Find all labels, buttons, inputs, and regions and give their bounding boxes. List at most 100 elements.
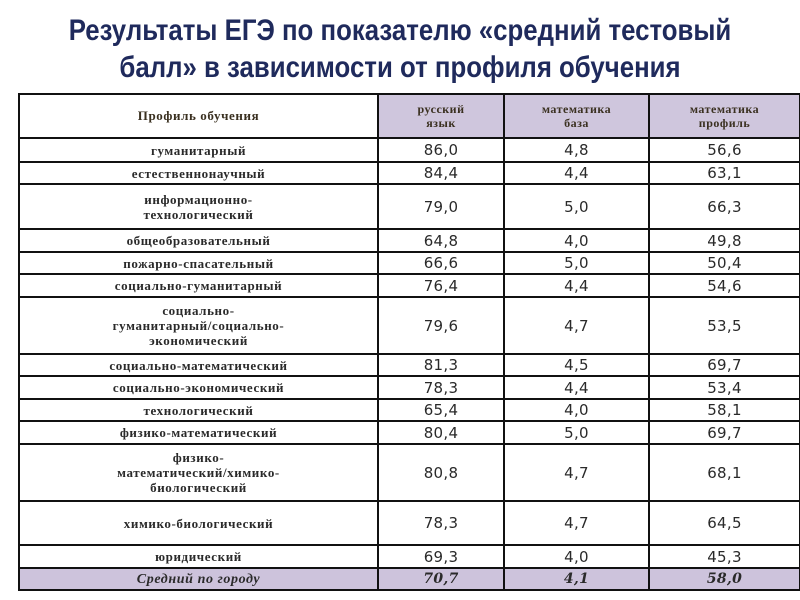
- table-row: пожарно-спасательный 66,6 5,0 50,4: [18, 251, 800, 275]
- profile-cell: социально-гуманитарный: [18, 273, 379, 298]
- profile-text: технологический: [143, 402, 254, 418]
- russian-score: 79,6: [377, 296, 505, 355]
- profile-text: химико-биологический: [123, 515, 274, 531]
- table-row: социально-гуманитарный 76,4 4,4 54,6: [18, 273, 800, 298]
- city-average-row: Средний по городу 70,7 4,1 58,0: [18, 567, 800, 591]
- russian-score: 64,8: [377, 228, 505, 253]
- russian-score: 80,8: [377, 443, 505, 502]
- profile-cell: информационно-технологический: [18, 183, 379, 230]
- profile-cell: физико-математический: [18, 420, 379, 445]
- math-profile-score: 69,7: [648, 353, 800, 377]
- profile-text: гуманитарный: [150, 142, 247, 158]
- math-profile-score: 69,7: [648, 420, 800, 445]
- profile-cell: пожарно-спасательный: [18, 251, 379, 275]
- table-row: социально-математический 81,3 4,5 69,7: [18, 353, 800, 377]
- profile-text: биологический: [150, 480, 247, 495]
- table-header-row: Профиль обучения русский язык математика б…: [18, 93, 800, 139]
- math-profile-score: 53,5: [648, 296, 800, 355]
- russian-score: 80,4: [377, 420, 505, 445]
- title-line-2: балл» в зависимости от профиля обучения: [119, 51, 681, 84]
- math-profile-score: 56,6: [648, 137, 800, 163]
- profile-cell: технологический: [18, 398, 379, 422]
- math-base-score: 4,4: [503, 161, 650, 185]
- table-row: физико-математический/химико-биологическ…: [18, 443, 800, 502]
- math-profile-score: 54,6: [648, 273, 800, 298]
- russian-score: 69,3: [377, 544, 505, 569]
- profile-text: физико-математический: [119, 425, 278, 440]
- header-math-profile: математика профиль: [648, 93, 800, 139]
- page-title: Результаты ЕГЭ по показателю «средний те…: [56, 12, 744, 86]
- math-base-score: 5,0: [503, 251, 650, 275]
- table-row: гуманитарный 86,0 4,8 56,6: [18, 137, 800, 163]
- math-base-score: 4,0: [503, 398, 650, 422]
- russian-score: 84,4: [377, 161, 505, 185]
- math-profile-score: 64,5: [648, 500, 800, 546]
- math-profile-score: 45,3: [648, 544, 800, 569]
- math-base-score: 5,0: [503, 420, 650, 445]
- math-base-score: 4,0: [503, 228, 650, 253]
- math-base-score: 4,0: [503, 544, 650, 569]
- profile-cell: социально-экономический: [18, 375, 379, 400]
- profile-text: социально-гуманитарный: [114, 278, 283, 293]
- profile-text: социально-: [162, 303, 235, 318]
- russian-score: 78,3: [377, 500, 505, 546]
- math-profile-score: 58,1: [648, 398, 800, 422]
- russian-score: 86,0: [377, 137, 505, 163]
- table-row: информационно-технологический 79,0 5,0 66,3: [18, 183, 800, 230]
- russian-score: 81,3: [377, 353, 505, 377]
- profile-cell: социально-гуманитарный/социально-экономи…: [18, 296, 379, 355]
- profile-text: социально-экономический: [112, 380, 285, 395]
- table-row: общеобразовательный 64,8 4,0 49,8: [18, 228, 800, 253]
- profile-text: естественнонаучный: [131, 165, 266, 181]
- profile-cell: общеобразовательный: [18, 228, 379, 253]
- russian-score: 76,4: [377, 273, 505, 298]
- math-base-score: 4,7: [503, 296, 650, 355]
- math-base-score: 4,7: [503, 443, 650, 502]
- profile-cell: юридический: [18, 544, 379, 569]
- math-base-score: 4,4: [503, 375, 650, 400]
- math-base-score: 4,7: [503, 500, 650, 546]
- math-profile-score: 53,4: [648, 375, 800, 400]
- title-line-1: Результаты ЕГЭ по показателю «средний те…: [68, 14, 732, 47]
- math-base-score: 4,5: [503, 353, 650, 377]
- table-row: социально-гуманитарный/социально-экономи…: [18, 296, 800, 355]
- table-row: социально-экономический 78,3 4,4 53,4: [18, 375, 800, 400]
- russian-score: 65,4: [377, 398, 505, 422]
- math-base-score: 4,8: [503, 137, 650, 163]
- profile-text: юридический: [155, 549, 242, 564]
- table-row: химико-биологический 78,3 4,7 64,5: [18, 500, 800, 546]
- average-math-profile: 58,0: [648, 567, 800, 591]
- math-profile-score: 68,1: [648, 443, 800, 502]
- russian-score: 79,0: [377, 183, 505, 230]
- profile-text: общеобразовательный: [126, 233, 271, 248]
- header-math-base: математика база: [503, 93, 650, 139]
- profile-text: математический/химико-: [117, 465, 280, 480]
- profile-text: пожарно-спасательный: [123, 255, 274, 271]
- profile-cell: естественнонаучный: [18, 161, 379, 185]
- profile-cell: физико-математический/химико-биологическ…: [18, 443, 379, 502]
- profile-text: информационно-: [144, 191, 253, 207]
- average-math-base: 4,1: [503, 567, 650, 591]
- table-row: естественнонаучный 84,4 4,4 63,1: [18, 161, 800, 185]
- average-russian: 70,7: [377, 567, 505, 591]
- results-table: Профиль обучения русский язык математика б…: [18, 93, 800, 591]
- profile-text: экономический: [149, 333, 248, 348]
- math-profile-score: 50,4: [648, 251, 800, 275]
- profile-text: технологический: [143, 206, 254, 222]
- profile-text: физико-: [172, 450, 225, 465]
- profile-cell: гуманитарный: [18, 137, 379, 163]
- average-label: Средний по городу: [18, 567, 379, 591]
- table-row: технологический 65,4 4,0 58,1: [18, 398, 800, 422]
- russian-score: 78,3: [377, 375, 505, 400]
- table-row: физико-математический 80,4 5,0 69,7: [18, 420, 800, 445]
- math-profile-score: 49,8: [648, 228, 800, 253]
- math-profile-score: 63,1: [648, 161, 800, 185]
- math-base-score: 4,4: [503, 273, 650, 298]
- profile-text: социально-математический: [109, 357, 288, 373]
- profile-text: гуманитарный/социально-: [112, 318, 285, 333]
- table-row: юридический 69,3 4,0 45,3: [18, 544, 800, 569]
- russian-score: 66,6: [377, 251, 505, 275]
- math-base-score: 5,0: [503, 183, 650, 230]
- profile-cell: социально-математический: [18, 353, 379, 377]
- profile-cell: химико-биологический: [18, 500, 379, 546]
